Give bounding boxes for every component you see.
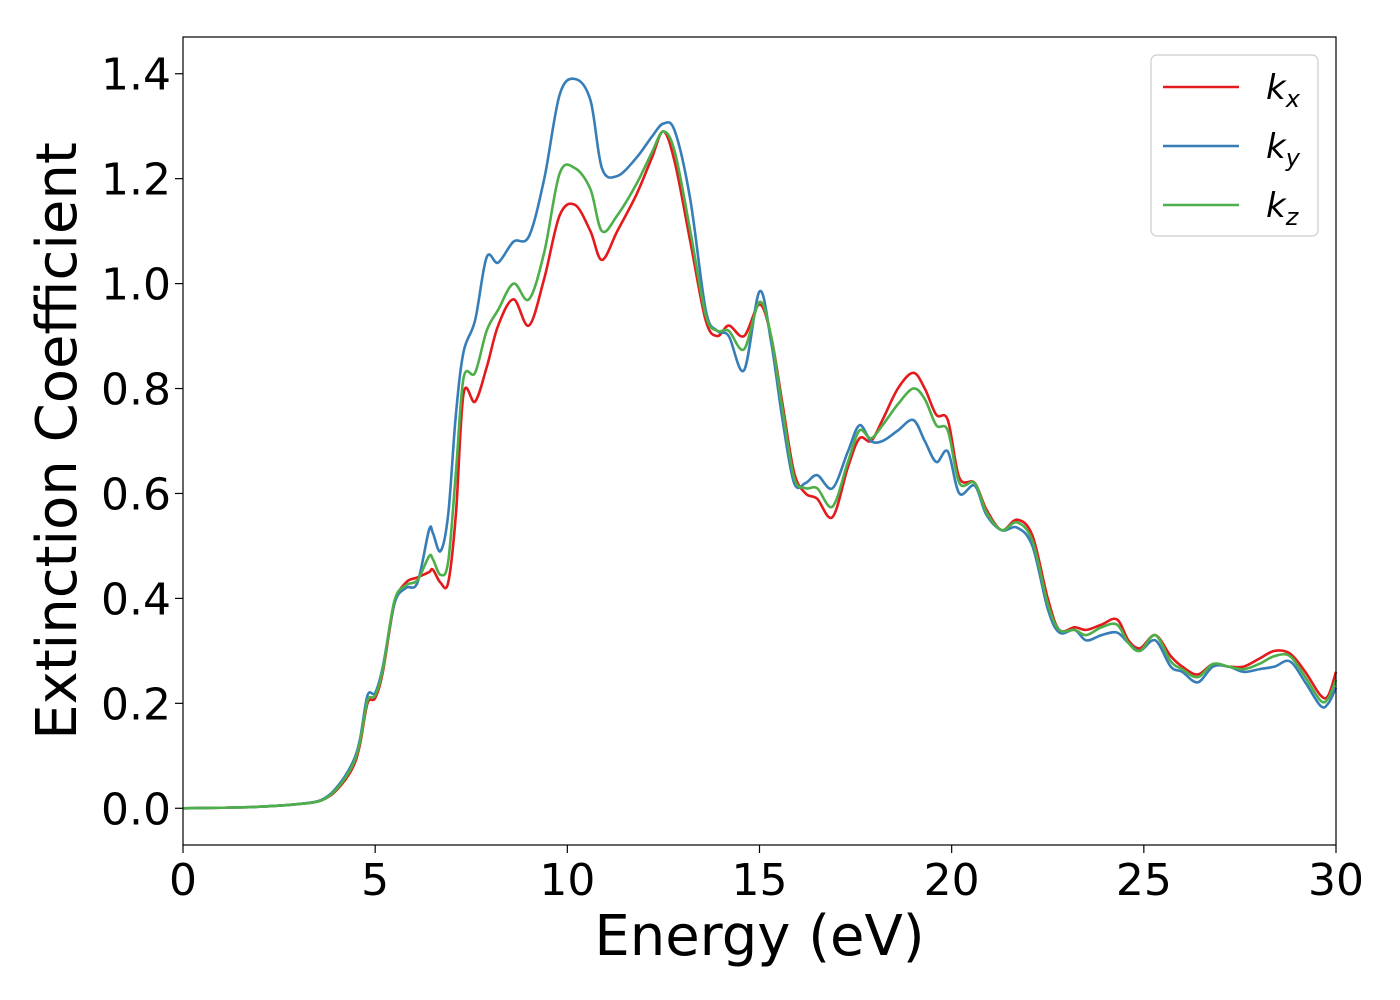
y-axis: 0.0 0.2 0.4 0.6 0.8 1.0 1.2 1.4 [101,50,183,835]
y-axis-title: Extinction Coefficient [25,142,90,740]
y-tick-label: 1.4 [101,50,171,101]
y-tick-label: 1.0 [101,260,171,311]
x-tick-label: 15 [732,855,788,906]
x-axis: 0 5 10 15 20 25 30 [169,845,1364,906]
x-axis-title: Energy (eV) [594,904,924,969]
y-tick-label: 0.8 [101,365,171,416]
series-line-kz [182,130,1338,810]
x-tick-label: 5 [361,855,389,906]
y-tick-label: 0.6 [101,469,171,520]
series-layer [182,77,1338,810]
y-tick-label: 0.0 [101,784,171,835]
x-tick-label: 0 [169,855,197,906]
y-tick-label: 1.2 [101,155,171,206]
y-tick-label: 0.4 [101,574,171,625]
y-tick-label: 0.2 [101,679,171,730]
x-tick-label: 20 [924,855,980,906]
x-tick-label: 25 [1116,855,1172,906]
x-tick-label: 30 [1308,855,1364,906]
x-tick-label: 10 [539,855,595,906]
